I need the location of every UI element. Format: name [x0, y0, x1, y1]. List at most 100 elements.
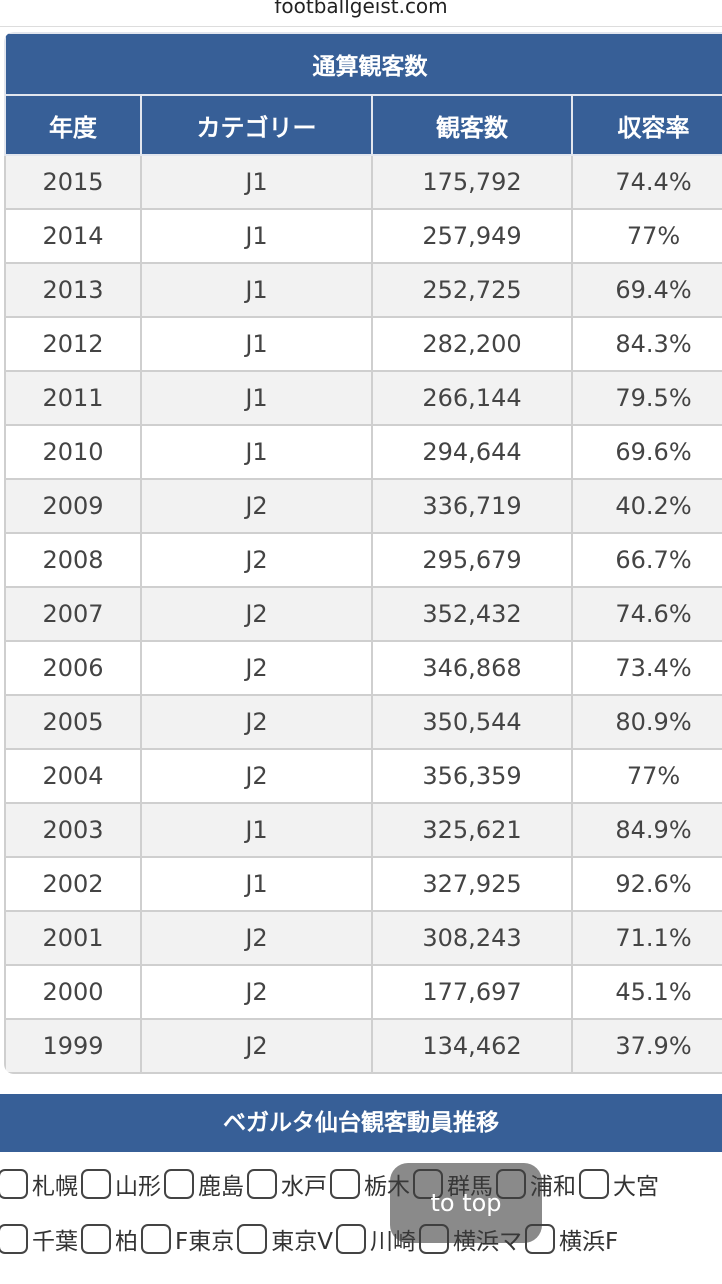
- checkbox[interactable]: [579, 1169, 609, 1199]
- table-cell: 2013: [4, 262, 142, 318]
- table-cell: 257,949: [371, 208, 573, 264]
- table-cell: 2001: [4, 910, 142, 966]
- team-checkbox[interactable]: 山形: [81, 1167, 161, 1201]
- table-cell: 134,462: [371, 1018, 573, 1074]
- team-checkbox[interactable]: 札幌: [0, 1167, 78, 1201]
- checkbox[interactable]: [330, 1169, 360, 1199]
- table-row: 2010 J1 294,644 69.6%: [4, 424, 722, 480]
- table-cell: 295,679: [371, 532, 573, 588]
- section-title: ベガルタ仙台観客動員推移: [0, 1094, 722, 1152]
- table-cell: J2: [140, 748, 373, 804]
- table-cell: 252,725: [371, 262, 573, 318]
- table-cell: 2003: [4, 802, 142, 858]
- table-cell: J1: [140, 802, 373, 858]
- checkbox[interactable]: [0, 1224, 28, 1254]
- table-cell: 73.4%: [571, 640, 722, 696]
- table-cell: J2: [140, 640, 373, 696]
- table-row: 2015 J1 175,792 74.4%: [4, 154, 722, 210]
- table-cell: 356,359: [371, 748, 573, 804]
- table-cell: J1: [140, 208, 373, 264]
- table-cell: 327,925: [371, 856, 573, 912]
- checkbox-row: 札幌山形鹿島水戸栃木群馬浦和大宮: [0, 1167, 662, 1201]
- table-cell: 40.2%: [571, 478, 722, 534]
- table-cell: 66.7%: [571, 532, 722, 588]
- table-row: 2007 J2 352,432 74.6%: [4, 586, 722, 642]
- checkbox[interactable]: [237, 1224, 268, 1254]
- table-cell: 2004: [4, 748, 142, 804]
- table-row: 2008 J2 295,679 66.7%: [4, 532, 722, 588]
- table-cell: 175,792: [371, 154, 573, 210]
- table-cell: 79.5%: [571, 370, 722, 426]
- table-row: 2012 J1 282,200 84.3%: [4, 316, 722, 372]
- checkbox-label: 鹿島: [198, 1174, 244, 1200]
- table-cell: J1: [140, 262, 373, 318]
- team-checkbox[interactable]: 水戸: [247, 1167, 327, 1201]
- table-cell: J2: [140, 586, 373, 642]
- table-body: 2015 J1 175,792 74.4% 2014 J1 257,949 77% 2013 J1…: [4, 154, 722, 1074]
- attendance-table: 通算観客数 年度 カテゴリー 観客数 収容率 2015 J1 175,792 74.4% 20…: [4, 32, 722, 1074]
- table-cell: 177,697: [371, 964, 573, 1020]
- checkbox[interactable]: [164, 1169, 194, 1199]
- table-cell: 325,621: [371, 802, 573, 858]
- table-cell: J2: [140, 1018, 373, 1074]
- table-cell: 2000: [4, 964, 142, 1020]
- team-checkbox[interactable]: 鹿島: [164, 1167, 244, 1201]
- team-checkbox[interactable]: 栃木: [330, 1167, 410, 1201]
- checkbox-label: 札幌: [32, 1174, 78, 1200]
- table-cell: 2005: [4, 694, 142, 750]
- table-cell: J2: [140, 532, 373, 588]
- table-cell: 2008: [4, 532, 142, 588]
- team-checkbox[interactable]: F東京: [141, 1222, 234, 1256]
- team-checkbox[interactable]: 横浜F: [524, 1222, 619, 1256]
- table-cell: 294,644: [371, 424, 573, 480]
- table-cell: 2006: [4, 640, 142, 696]
- table-cell: J1: [140, 370, 373, 426]
- checkbox[interactable]: [141, 1224, 171, 1254]
- table-cell: J2: [140, 910, 373, 966]
- checkbox-label: 柏: [115, 1229, 138, 1255]
- team-checkbox[interactable]: 柏: [81, 1222, 138, 1256]
- table-cell: J2: [140, 694, 373, 750]
- table-cell: 2007: [4, 586, 142, 642]
- table-cell: J1: [140, 154, 373, 210]
- table-row: 1999 J2 134,462 37.9%: [4, 1018, 722, 1074]
- checkbox[interactable]: [247, 1169, 277, 1199]
- table-cell: 71.1%: [571, 910, 722, 966]
- table-row: 2002 J1 327,925 92.6%: [4, 856, 722, 912]
- table-row: 2001 J2 308,243 71.1%: [4, 910, 722, 966]
- table-cell: 282,200: [371, 316, 573, 372]
- checkbox[interactable]: [0, 1169, 28, 1199]
- table-cell: 74.6%: [571, 586, 722, 642]
- team-checkbox[interactable]: 千葉: [0, 1222, 78, 1256]
- table-cell: J2: [140, 964, 373, 1020]
- table-cell: 84.9%: [571, 802, 722, 858]
- team-checkbox[interactable]: 東京V: [237, 1222, 333, 1256]
- table-cell: J1: [140, 856, 373, 912]
- to-top-button[interactable]: to top: [390, 1163, 542, 1243]
- checkbox[interactable]: [81, 1224, 111, 1254]
- checkbox[interactable]: [81, 1169, 111, 1199]
- table-cell: 2002: [4, 856, 142, 912]
- table-row: 2003 J1 325,621 84.9%: [4, 802, 722, 858]
- table-row: 2006 J2 346,868 73.4%: [4, 640, 722, 696]
- table-row: 2005 J2 350,544 80.9%: [4, 694, 722, 750]
- checkbox-label: 横浜F: [558, 1229, 619, 1255]
- team-checkbox[interactable]: 大宮: [579, 1167, 659, 1201]
- address-bar-border: [0, 26, 722, 27]
- table-cell: J1: [140, 424, 373, 480]
- column-header: 収容率: [571, 94, 722, 156]
- table-cell: 77%: [571, 748, 722, 804]
- checkbox-label: 山形: [115, 1174, 161, 1200]
- table-cell: 2014: [4, 208, 142, 264]
- column-header: 年度: [4, 94, 142, 156]
- checkbox[interactable]: [335, 1224, 366, 1254]
- table-row: 2004 J2 356,359 77%: [4, 748, 722, 804]
- table-cell: 352,432: [371, 586, 573, 642]
- table-cell: 350,544: [371, 694, 573, 750]
- checkbox-label: 東京V: [271, 1229, 333, 1255]
- table-cell: 69.6%: [571, 424, 722, 480]
- table-cell: J2: [140, 478, 373, 534]
- table-cell: 37.9%: [571, 1018, 722, 1074]
